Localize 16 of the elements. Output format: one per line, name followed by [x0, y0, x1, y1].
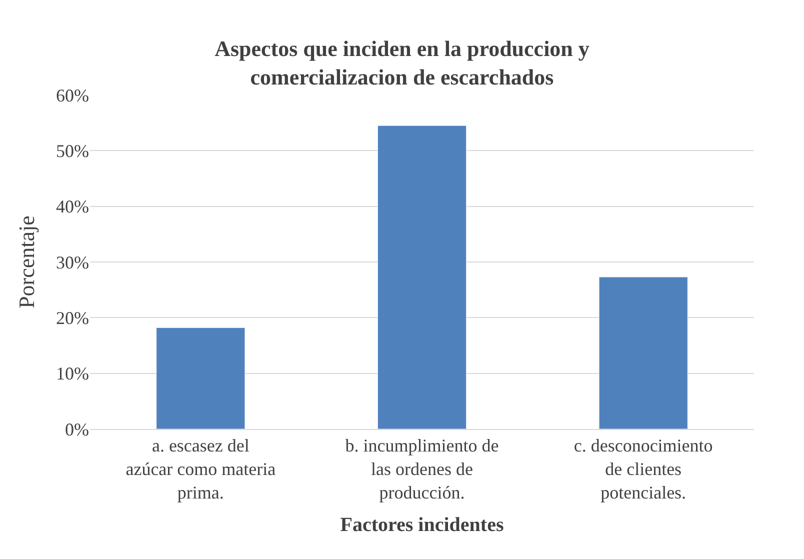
bar	[598, 276, 688, 429]
y-tick-label: 50%	[56, 140, 89, 161]
y-axis-title: Porcentaje	[14, 216, 39, 308]
bar	[377, 125, 467, 429]
y-tick-label: 30%	[56, 252, 89, 272]
x-tick-label: c. desconocimiento de clientes potenciales.	[574, 436, 713, 502]
y-tick-label: 60%	[56, 85, 89, 106]
x-tick-label: a. escasez del azúcar como materia prima.	[126, 436, 276, 502]
y-tick-label: 40%	[56, 196, 89, 217]
y-tick-label: 10%	[56, 364, 89, 384]
y-tick-label: 0%	[65, 419, 89, 440]
x-axis-title: Factores incidentes	[340, 514, 504, 536]
y-tick-label: 20%	[56, 308, 89, 328]
chart-title: Aspectos que inciden en la produccion y comercializacion de escarchados	[214, 36, 590, 90]
bar	[156, 327, 246, 429]
x-tick-label: b. incumplimiento de las ordenes de producción.	[345, 436, 499, 502]
